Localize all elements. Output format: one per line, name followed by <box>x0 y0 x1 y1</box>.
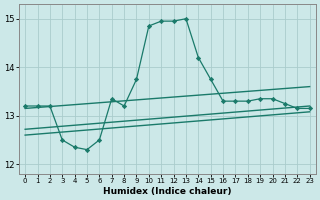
X-axis label: Humidex (Indice chaleur): Humidex (Indice chaleur) <box>103 187 232 196</box>
